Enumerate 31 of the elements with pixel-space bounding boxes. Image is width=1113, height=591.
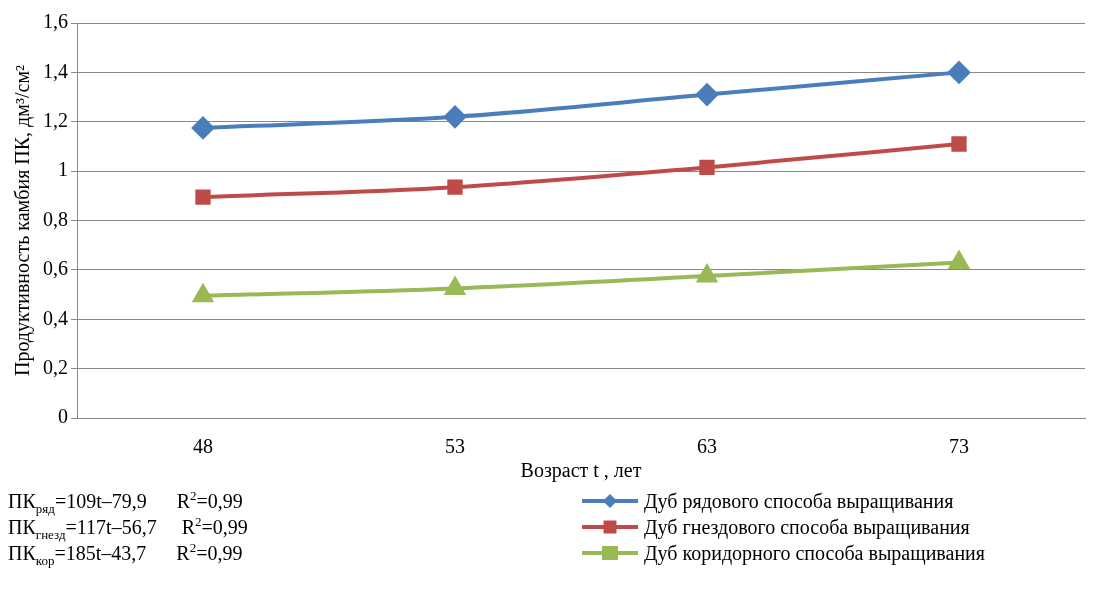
legend-label: Дуб гнездового способа выращивания — [643, 515, 970, 540]
point — [193, 284, 213, 303]
y-tick-label: 1,6 — [43, 10, 68, 33]
point — [192, 116, 214, 139]
y-tick-label: 1,4 — [43, 59, 68, 82]
x-tick-label: 73 — [949, 435, 969, 458]
x-tick-label: 53 — [445, 435, 465, 458]
point — [949, 251, 969, 269]
y-tick-label: 0,2 — [43, 355, 68, 378]
text: ПК$_{ряд}$=109t–79,9 R$^{2}$=0,99 — [8, 488, 244, 516]
x-axis-title: Возраст t , лет — [520, 459, 642, 483]
y-axis-title: Продуктивность камбия ПК, дм³/см² — [11, 64, 35, 377]
x-tick-label: 48 — [193, 435, 213, 458]
point — [699, 159, 715, 176]
x-tick-label: 63 — [697, 435, 717, 458]
y-tick-label: 0,6 — [43, 257, 68, 280]
y-tick-label: 1,2 — [43, 109, 68, 131]
point — [447, 179, 463, 195]
legend-label: Дуб коридорного способа выращивания — [643, 541, 985, 566]
point — [445, 277, 465, 295]
y-tick-label: 0,4 — [43, 306, 68, 329]
y-tick-label: 0 — [58, 405, 68, 428]
y-tick-label: 0,8 — [43, 207, 68, 230]
y-tick-label: 1 — [58, 158, 68, 181]
legend-label: Дуб рядового способа выращивания — [643, 489, 954, 514]
point — [444, 105, 466, 128]
point — [948, 61, 970, 84]
point — [697, 265, 717, 283]
point — [195, 189, 211, 205]
point — [696, 83, 718, 106]
point — [951, 136, 967, 152]
